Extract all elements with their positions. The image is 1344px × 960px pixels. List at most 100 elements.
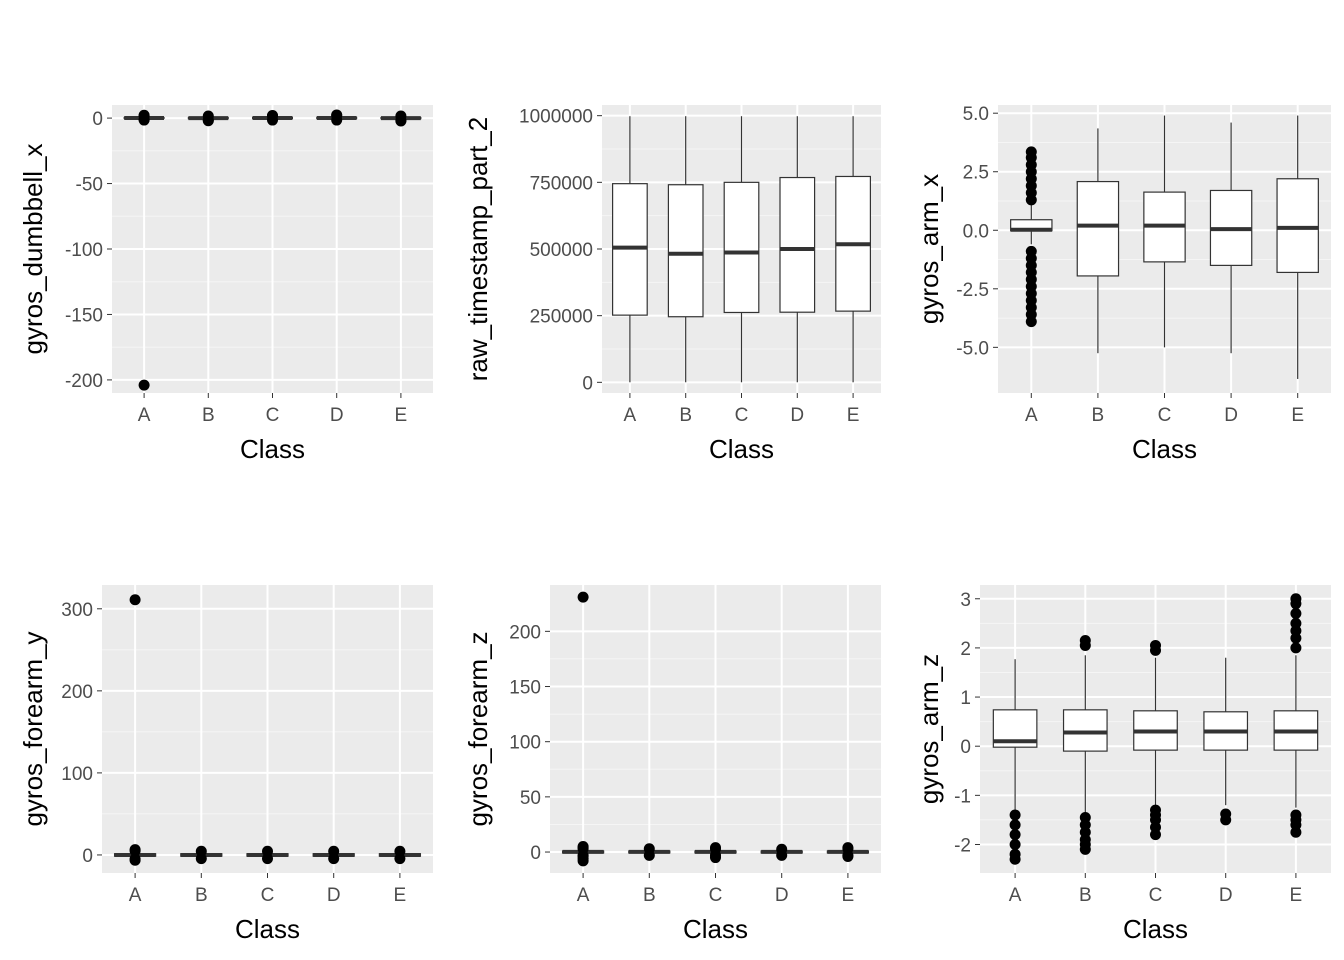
x-tick-label: B xyxy=(1079,885,1092,906)
box-D xyxy=(1203,657,1249,826)
outlier-point xyxy=(328,845,340,857)
y-tick-label: 500000 xyxy=(530,240,593,261)
x-tick-label: C xyxy=(1149,885,1163,906)
box-D xyxy=(316,109,358,126)
box-D xyxy=(312,845,355,865)
y-tick-label: 5.0 xyxy=(963,104,989,125)
x-tick-label: B xyxy=(195,885,208,906)
x-tick-label: A xyxy=(624,405,637,426)
y-tick-label: 0 xyxy=(960,737,971,758)
outlier-point xyxy=(331,109,343,121)
x-axis-title: Class xyxy=(235,914,300,944)
box-A xyxy=(992,659,1038,865)
y-tick-label: 0.0 xyxy=(963,221,989,242)
box-C xyxy=(251,109,294,126)
panel-gyros-dumbbell-x: 0 -50 -100 -150 -200 A B C D E Class gyros_dumbbell… xyxy=(18,105,433,464)
y-tick-label: 200 xyxy=(509,622,541,643)
x-tick-label: A xyxy=(138,405,151,426)
box-iqr xyxy=(667,184,704,318)
panel-gyros-arm-x: 5.0 2.5 0.0 -2.5 -5.0 A B C D E Class gyros_arm_x xyxy=(914,104,1331,464)
outlier-point xyxy=(1150,639,1161,651)
outlier-point xyxy=(1290,608,1302,620)
outlier-point xyxy=(643,843,655,855)
box-D xyxy=(1209,122,1253,354)
y-tick-label: 750000 xyxy=(530,173,593,194)
outlier-point xyxy=(1220,808,1232,820)
outlier-point xyxy=(1009,848,1021,860)
x-tick-label: A xyxy=(129,885,142,906)
box-A xyxy=(561,591,605,867)
outlier-point xyxy=(129,844,141,856)
outlier-point xyxy=(1290,642,1302,654)
box-C xyxy=(246,845,289,865)
x-tick-label: D xyxy=(330,405,344,426)
outlier-point xyxy=(1025,146,1037,158)
y-axis-title: gyros_dumbbell_x xyxy=(18,143,48,354)
y-tick-label: -2 xyxy=(954,835,971,856)
y-axis-title: gyros_forearm_z xyxy=(463,631,493,826)
y-axis-title: gyros_arm_z xyxy=(914,654,944,804)
x-tick-label: D xyxy=(1219,885,1233,906)
outlier-point xyxy=(138,109,150,121)
x-tick-label: C xyxy=(266,405,280,426)
outlier-point xyxy=(395,110,407,122)
x-axis-title: Class xyxy=(1123,914,1188,944)
y-tick-label: -5.0 xyxy=(956,338,989,359)
box-B xyxy=(1076,128,1120,354)
outlier-point xyxy=(1079,811,1091,823)
x-tick-label: C xyxy=(261,885,275,906)
outlier-point xyxy=(1079,635,1091,647)
outlier-point xyxy=(129,594,141,606)
box-C xyxy=(694,842,737,864)
y-tick-label: 250000 xyxy=(530,307,593,328)
y-tick-label: -150 xyxy=(65,305,103,326)
y-tick-label: 1 xyxy=(960,688,971,709)
y-tick-label: 300 xyxy=(61,600,93,621)
box-iqr xyxy=(1276,178,1319,274)
box-C xyxy=(1133,639,1178,841)
box-B xyxy=(628,843,671,861)
x-tick-label: E xyxy=(395,405,408,426)
outlier-point xyxy=(577,591,589,603)
outlier-point xyxy=(202,110,214,122)
y-tick-label: -1 xyxy=(954,786,971,807)
y-tick-label: 100 xyxy=(61,764,93,785)
box-A xyxy=(612,116,648,383)
y-tick-label: 0 xyxy=(530,843,541,864)
box-E xyxy=(1276,115,1319,379)
box-E xyxy=(380,110,422,127)
box-E xyxy=(378,845,422,865)
y-tick-label: 0 xyxy=(92,109,103,130)
x-tick-label: A xyxy=(577,885,590,906)
outlier-point xyxy=(1290,593,1302,605)
box-B xyxy=(667,116,704,383)
x-tick-label: B xyxy=(643,885,656,906)
box-iqr xyxy=(779,176,816,313)
y-axis-title: gyros_forearm_y xyxy=(18,631,48,826)
x-tick-label: E xyxy=(1291,405,1304,426)
y-tick-label: 100 xyxy=(509,733,541,754)
x-tick-label: B xyxy=(679,405,692,426)
box-E xyxy=(1273,593,1319,838)
outlier-point xyxy=(1009,819,1021,831)
outlier-point xyxy=(1009,838,1021,850)
box-D xyxy=(779,116,816,383)
box-A xyxy=(123,109,165,391)
outlier-point xyxy=(1025,245,1037,257)
x-tick-label: E xyxy=(394,885,407,906)
box-A xyxy=(1010,146,1053,328)
box-A xyxy=(113,594,157,866)
outlier-point xyxy=(1009,829,1021,841)
box-B xyxy=(1062,635,1108,855)
x-tick-label: D xyxy=(327,885,341,906)
panel-raw-timestamp-part-2: 0 250000 500000 750000 1000000 A B C D E Class raw_… xyxy=(463,105,881,464)
y-tick-label: 200 xyxy=(61,682,93,703)
outlier-point xyxy=(1009,809,1021,821)
panel-gyros-forearm-y: 300 200 100 0 A B C D E Class gyros_forearm_y xyxy=(18,585,433,944)
y-tick-label: 2.5 xyxy=(963,163,989,184)
outlier-point xyxy=(394,845,406,857)
y-tick-label: 1000000 xyxy=(519,107,593,128)
box-iqr xyxy=(1076,180,1120,277)
x-axis-title: Class xyxy=(709,434,774,464)
